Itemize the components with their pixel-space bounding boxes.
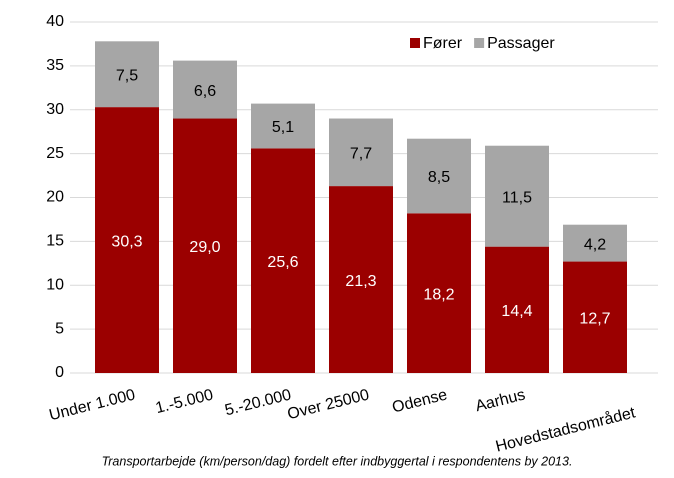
bar-segment	[95, 41, 159, 108]
x-tick-label: Odense	[390, 386, 449, 416]
bar-segment	[563, 224, 627, 262]
data-label: 30,3	[111, 233, 142, 250]
data-label: 18,2	[423, 286, 454, 303]
bar-segment	[173, 118, 237, 374]
data-label: 6,6	[194, 83, 216, 100]
bar-segment	[329, 186, 393, 373]
x-tick-label: Aarhus	[474, 386, 527, 415]
y-tick-label: 5	[55, 320, 64, 337]
data-label: 7,7	[350, 146, 372, 163]
legend-label: Fører	[423, 35, 463, 52]
y-tick-label: 15	[46, 233, 64, 250]
caption: Transportarbejde (km/person/dag) fordelt…	[102, 454, 573, 468]
bar-segment	[485, 145, 549, 247]
bar-segment	[329, 118, 393, 187]
data-label: 21,3	[345, 273, 376, 290]
data-label: 29,0	[189, 239, 220, 256]
x-tick-label: 1.-5.000	[154, 386, 215, 417]
x-tick-label: Under 1.000	[47, 386, 137, 424]
data-label: 8,5	[428, 169, 450, 186]
legend-swatch	[474, 38, 485, 48]
data-label: 12,7	[579, 310, 610, 327]
bar-segment	[95, 107, 159, 374]
x-tick-label: Over 25000	[286, 386, 371, 423]
data-label: 25,6	[267, 254, 298, 271]
y-tick-label: 20	[46, 189, 64, 206]
data-label: 5,1	[272, 119, 294, 136]
x-tick-label: Hovedstadsområdet	[494, 403, 638, 455]
y-tick-label: 40	[46, 13, 64, 30]
data-label: 11,5	[502, 189, 532, 206]
bar-segment	[407, 213, 471, 373]
y-tick-label: 25	[46, 145, 64, 162]
bar-segment	[485, 246, 549, 373]
data-label: 14,4	[501, 303, 532, 320]
legend-swatch	[410, 38, 420, 48]
bar-segment	[251, 148, 315, 373]
y-tick-label: 30	[46, 101, 64, 118]
bar-segment	[251, 103, 315, 149]
bar-segment	[407, 138, 471, 214]
bar-segment	[173, 60, 237, 119]
legend-label: Passager	[487, 35, 555, 52]
y-tick-label: 10	[46, 276, 64, 293]
y-tick-label: 0	[55, 364, 64, 381]
bar-segment	[563, 261, 627, 373]
data-label: 4,2	[584, 236, 606, 253]
y-tick-label: 35	[46, 57, 64, 74]
data-label: 7,5	[116, 67, 138, 84]
x-tick-label: 5.-20.000	[223, 386, 293, 419]
